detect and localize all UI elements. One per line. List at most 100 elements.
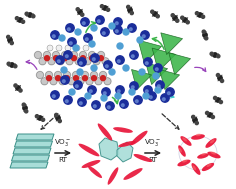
Circle shape xyxy=(92,101,100,109)
Circle shape xyxy=(93,105,96,108)
Circle shape xyxy=(202,15,205,18)
Circle shape xyxy=(47,45,53,51)
Circle shape xyxy=(144,58,152,66)
Circle shape xyxy=(135,100,138,103)
Circle shape xyxy=(218,76,222,80)
Ellipse shape xyxy=(177,160,191,166)
Circle shape xyxy=(79,102,82,105)
Circle shape xyxy=(97,20,100,23)
Ellipse shape xyxy=(182,160,187,163)
Circle shape xyxy=(63,71,71,78)
Circle shape xyxy=(99,56,103,61)
Circle shape xyxy=(220,79,223,82)
Circle shape xyxy=(92,76,97,81)
Circle shape xyxy=(64,96,72,104)
Circle shape xyxy=(68,38,76,46)
Ellipse shape xyxy=(211,152,216,155)
Circle shape xyxy=(73,45,79,51)
Circle shape xyxy=(93,58,100,65)
Polygon shape xyxy=(131,70,152,90)
Circle shape xyxy=(64,51,72,59)
Circle shape xyxy=(82,22,85,25)
Circle shape xyxy=(86,78,93,85)
Circle shape xyxy=(50,78,57,85)
Circle shape xyxy=(66,58,73,65)
Circle shape xyxy=(88,86,96,94)
Circle shape xyxy=(93,58,95,61)
Circle shape xyxy=(80,51,87,59)
Circle shape xyxy=(59,78,66,85)
Circle shape xyxy=(116,86,124,94)
Circle shape xyxy=(65,45,71,51)
Ellipse shape xyxy=(178,145,186,157)
Polygon shape xyxy=(117,142,133,162)
Circle shape xyxy=(14,84,17,87)
Circle shape xyxy=(216,74,219,77)
Circle shape xyxy=(100,71,106,78)
Ellipse shape xyxy=(182,137,187,141)
Circle shape xyxy=(205,37,208,40)
Circle shape xyxy=(115,30,118,33)
Text: RT: RT xyxy=(149,157,157,163)
Circle shape xyxy=(7,35,10,39)
Circle shape xyxy=(25,12,28,15)
Circle shape xyxy=(59,35,65,41)
Circle shape xyxy=(81,71,88,78)
Circle shape xyxy=(84,34,92,42)
Ellipse shape xyxy=(113,127,133,133)
Circle shape xyxy=(63,56,67,61)
Ellipse shape xyxy=(131,131,148,145)
Circle shape xyxy=(52,51,59,59)
Circle shape xyxy=(68,78,75,85)
Polygon shape xyxy=(14,141,52,147)
Circle shape xyxy=(19,89,22,92)
Circle shape xyxy=(128,8,132,12)
Circle shape xyxy=(171,14,174,17)
Circle shape xyxy=(46,71,52,78)
Circle shape xyxy=(139,69,145,75)
Circle shape xyxy=(120,100,128,108)
Circle shape xyxy=(123,65,129,71)
Circle shape xyxy=(58,119,61,123)
Circle shape xyxy=(37,71,43,78)
Circle shape xyxy=(100,5,104,8)
Polygon shape xyxy=(16,134,54,140)
Circle shape xyxy=(55,71,62,78)
Circle shape xyxy=(97,51,105,59)
Circle shape xyxy=(28,13,32,17)
Circle shape xyxy=(45,56,50,61)
Circle shape xyxy=(72,56,76,61)
Circle shape xyxy=(7,62,10,65)
Circle shape xyxy=(156,81,164,89)
Circle shape xyxy=(142,35,145,38)
Circle shape xyxy=(130,11,133,15)
Circle shape xyxy=(102,32,105,35)
Circle shape xyxy=(95,78,102,85)
Circle shape xyxy=(127,5,130,9)
Circle shape xyxy=(83,45,89,51)
Circle shape xyxy=(65,100,68,103)
Circle shape xyxy=(105,65,108,68)
Circle shape xyxy=(65,55,68,58)
Circle shape xyxy=(54,56,59,61)
Circle shape xyxy=(115,22,118,25)
Circle shape xyxy=(62,80,65,83)
Circle shape xyxy=(155,87,161,93)
Circle shape xyxy=(128,24,136,32)
Polygon shape xyxy=(160,70,180,90)
Circle shape xyxy=(115,93,121,99)
Circle shape xyxy=(69,89,75,95)
Circle shape xyxy=(46,76,51,81)
Circle shape xyxy=(8,38,12,42)
Circle shape xyxy=(101,28,109,36)
Ellipse shape xyxy=(210,139,215,143)
Ellipse shape xyxy=(88,166,102,178)
Circle shape xyxy=(149,96,152,99)
Circle shape xyxy=(176,19,179,22)
Circle shape xyxy=(130,82,138,90)
Circle shape xyxy=(66,24,74,32)
Circle shape xyxy=(79,62,82,65)
Circle shape xyxy=(83,76,88,81)
Circle shape xyxy=(117,43,123,49)
Polygon shape xyxy=(169,53,190,74)
